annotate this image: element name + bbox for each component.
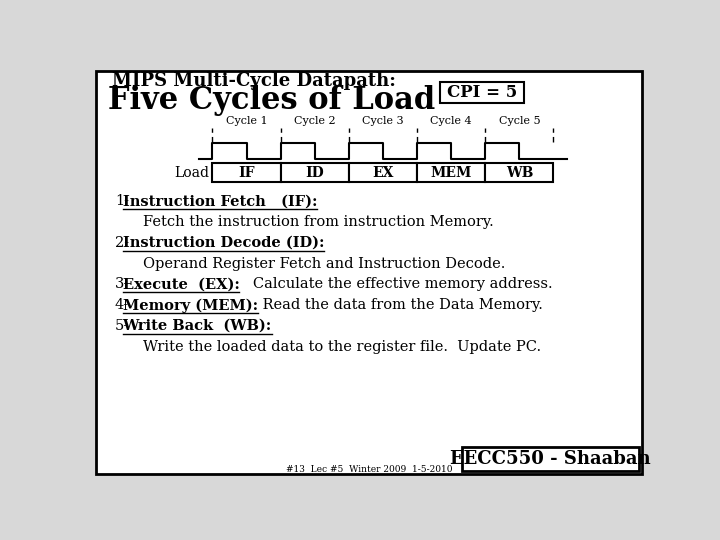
Text: Fetch the instruction from instruction Memory.: Fetch the instruction from instruction M…: [143, 215, 493, 229]
Text: 1-: 1-: [114, 194, 129, 208]
Bar: [485, 164, 554, 182]
Text: EECC550 - Shaaban: EECC550 - Shaaban: [450, 450, 651, 468]
Text: 2-: 2-: [114, 236, 129, 249]
Text: Cycle 2: Cycle 2: [294, 117, 336, 126]
Text: Operand Register Fetch and Instruction Decode.: Operand Register Fetch and Instruction D…: [143, 256, 505, 271]
Text: MEM: MEM: [431, 166, 472, 180]
Text: Five Cycles of Load: Five Cycles of Load: [109, 85, 436, 116]
Text: 3-: 3-: [114, 278, 129, 291]
Bar: [212, 164, 281, 182]
Text: Cycle 5: Cycle 5: [498, 117, 540, 126]
Bar: [349, 164, 417, 182]
Text: WB: WB: [505, 166, 533, 180]
Bar: [417, 164, 485, 182]
Text: Load: Load: [174, 166, 210, 180]
Text: Memory (MEM):: Memory (MEM):: [122, 298, 258, 313]
Text: Instruction Fetch   (IF):: Instruction Fetch (IF):: [122, 194, 317, 208]
Text: ID: ID: [305, 166, 324, 180]
Text: Instruction Decode (ID):: Instruction Decode (ID):: [122, 236, 324, 249]
Text: Read the data from the Data Memory.: Read the data from the Data Memory.: [258, 298, 543, 312]
Text: Cycle 3: Cycle 3: [362, 117, 404, 126]
Text: Cycle 1: Cycle 1: [226, 117, 267, 126]
Text: #13  Lec #5  Winter 2009  1-5-2010: #13 Lec #5 Winter 2009 1-5-2010: [286, 464, 452, 474]
Bar: [441, 82, 524, 103]
Text: Calculate the effective memory address.: Calculate the effective memory address.: [240, 278, 553, 291]
Text: CPI = 5: CPI = 5: [447, 84, 517, 101]
Text: Cycle 4: Cycle 4: [431, 117, 472, 126]
Bar: [281, 164, 349, 182]
Text: Execute  (EX):: Execute (EX):: [122, 278, 240, 291]
Text: EX: EX: [372, 166, 394, 180]
Text: MIPS Multi-Cycle Datapath:: MIPS Multi-Cycle Datapath:: [112, 72, 395, 91]
Text: 5-: 5-: [114, 319, 129, 333]
Text: Write the loaded data to the register file.  Update PC.: Write the loaded data to the register fi…: [143, 340, 541, 354]
Text: IF: IF: [238, 166, 255, 180]
Text: Write Back  (WB):: Write Back (WB):: [122, 319, 272, 333]
Bar: [462, 447, 639, 471]
Text: 4-: 4-: [114, 298, 129, 312]
